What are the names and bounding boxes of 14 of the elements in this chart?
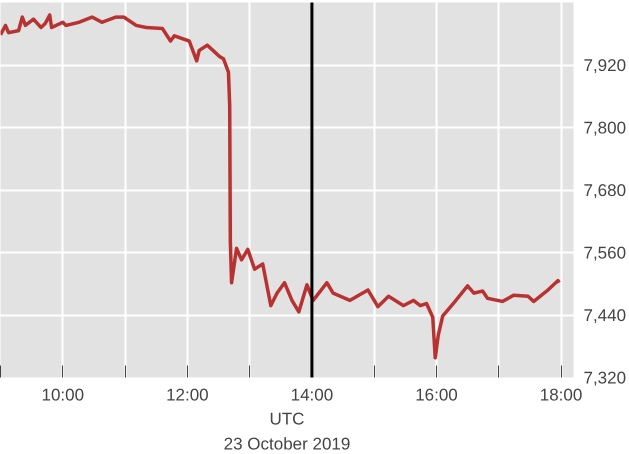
y-tick-label: 7,440 — [584, 306, 626, 325]
x-tick-label: 18:00 — [540, 386, 582, 404]
y-tick-label: 7,920 — [584, 56, 626, 75]
x-tick-label: 10:00 — [42, 386, 84, 404]
x-tick-label: 16:00 — [415, 386, 458, 404]
y-tick-label: 7,560 — [584, 244, 626, 262]
x-axis-title: UTC — [270, 410, 304, 428]
text: 23 October 2019 — [224, 434, 350, 454]
line-series — [0, 13, 561, 360]
y-tick-label: 7,800 — [584, 118, 626, 138]
y-tick-label: 7,320 — [584, 368, 626, 388]
x-tick-label: 12:00 — [166, 386, 209, 404]
x-tick-label: 14:00 — [290, 386, 334, 404]
y-tick-label: 7,680 — [584, 181, 626, 200]
